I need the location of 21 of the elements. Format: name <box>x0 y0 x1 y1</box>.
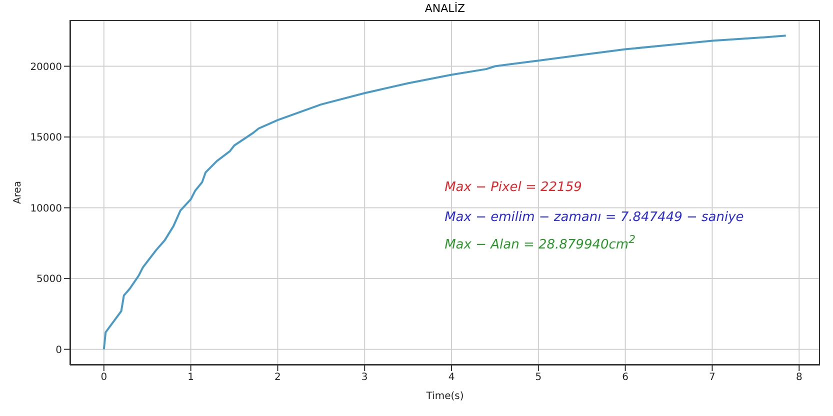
x-tick-label: 4 <box>448 372 455 384</box>
x-tick-label: 0 <box>100 372 108 384</box>
y-tick-label: 10000 <box>30 203 62 214</box>
x-tick-label: 5 <box>535 372 542 384</box>
x-tick-label: 6 <box>622 372 629 384</box>
x-tick-label: 3 <box>361 372 368 384</box>
x-tick-label: 7 <box>709 372 716 384</box>
x-axis-title: Time(s) <box>425 391 464 402</box>
annotation: Max − Pixel = 22159 <box>444 180 582 196</box>
y-tick-label: 5000 <box>36 274 62 286</box>
line-series <box>102 34 787 350</box>
x-tick-label: 2 <box>274 372 281 384</box>
y-tick-label: 15000 <box>30 132 62 144</box>
y-tick-label: 20000 <box>30 62 62 73</box>
x-tick-label: 8 <box>796 372 802 384</box>
x-tick-label: 1 <box>188 372 194 384</box>
annotation: Max − emilim − zamanı = 7.847449 − saniye <box>444 210 744 226</box>
annotation: Max − Alan = 28.879940cm$^{2}$ <box>444 232 636 252</box>
y-tick-label: 0 <box>56 344 62 356</box>
y-axis-title: Area <box>12 180 24 204</box>
chart-title: ANALİZ <box>424 2 466 15</box>
